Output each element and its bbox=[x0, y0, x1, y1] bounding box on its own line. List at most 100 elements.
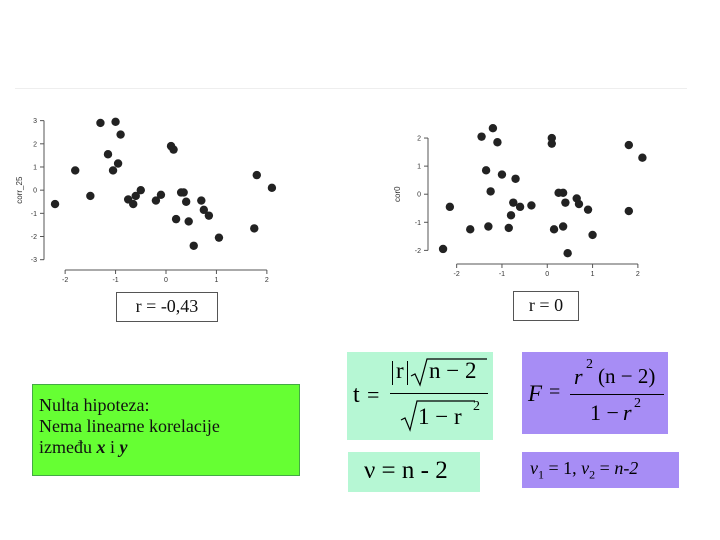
v1-sub: 1 bbox=[538, 467, 544, 482]
v-degrees-text: v1 = 1, v2 = n-2 bbox=[530, 458, 638, 483]
data-point bbox=[252, 170, 261, 180]
data-point bbox=[547, 139, 556, 148]
data-point bbox=[638, 153, 647, 162]
y-axis-label: cor0 bbox=[393, 186, 402, 202]
v1-eq: = 1, bbox=[544, 458, 582, 478]
y-tick-label: -1 bbox=[31, 211, 37, 218]
y-tick-label: -3 bbox=[31, 257, 37, 264]
y-tick-label: -1 bbox=[415, 220, 421, 227]
top-divider bbox=[15, 88, 687, 89]
data-point bbox=[549, 225, 559, 234]
sqrt-icon-bottom bbox=[400, 400, 475, 432]
hypothesis-line-3: između x i y bbox=[39, 437, 299, 458]
t-formula-box: t = r n − 2 1 − r 2 bbox=[347, 352, 493, 440]
y-tick-label: -2 bbox=[415, 248, 421, 255]
data-point bbox=[181, 197, 191, 206]
data-point bbox=[509, 198, 518, 207]
data-point bbox=[267, 183, 277, 193]
data-point bbox=[136, 185, 145, 195]
data-point bbox=[477, 132, 486, 141]
data-point bbox=[184, 217, 193, 226]
data-point bbox=[488, 124, 498, 133]
x-tick-label: 0 bbox=[545, 271, 549, 278]
hypothesis-line-1: Nulta hipoteza: bbox=[39, 395, 150, 415]
data-point bbox=[113, 159, 123, 168]
hypothesis-conj: i bbox=[109, 437, 115, 457]
data-point bbox=[438, 244, 448, 254]
data-point bbox=[445, 202, 455, 212]
scatter-plot-left-svg: 3 2 1 0 -1 -2 -3 -2 -1 0 1 2 corr_25 bbox=[15, 117, 277, 284]
f-den-sup: 2 bbox=[634, 396, 641, 411]
df-formula: ν = n - 2 bbox=[364, 457, 448, 484]
data-point bbox=[131, 191, 140, 201]
data-point bbox=[484, 222, 493, 231]
data-point bbox=[527, 201, 536, 210]
f-lhs: F bbox=[528, 381, 543, 406]
v2-sub: 2 bbox=[589, 467, 596, 482]
data-point bbox=[558, 188, 568, 198]
data-point bbox=[515, 202, 525, 212]
scatter-plot-right-svg: 2 1 0 -1 -2 -2 -1 0 1 2 cor0 bbox=[393, 124, 647, 278]
t-lhs: t bbox=[353, 382, 360, 408]
hypothesis-prefix: između bbox=[39, 437, 92, 457]
scatter-plot-right: 2 1 0 -1 -2 -2 -1 0 1 2 cor0 bbox=[388, 110, 668, 280]
t-num-r: r bbox=[396, 358, 404, 383]
data-point bbox=[250, 224, 259, 233]
abs-bar-right bbox=[407, 361, 408, 385]
data-point bbox=[214, 233, 224, 242]
v2: v bbox=[581, 458, 590, 478]
f-eq: = bbox=[549, 381, 561, 403]
y-tick-label: 1 bbox=[417, 164, 421, 171]
data-point bbox=[179, 188, 188, 197]
df-box: ν = n - 2 bbox=[348, 452, 480, 492]
x-tick-label: -1 bbox=[499, 271, 505, 278]
data-point bbox=[103, 150, 113, 159]
data-point bbox=[189, 241, 198, 250]
x-tick-label: -2 bbox=[62, 277, 68, 284]
data-point bbox=[111, 117, 120, 126]
data-point bbox=[624, 140, 634, 150]
t-den: 1 − r bbox=[418, 404, 462, 429]
abs-bar-left bbox=[392, 361, 393, 385]
f-num-r: r bbox=[574, 364, 583, 389]
r-label-right: r = 0 bbox=[513, 291, 579, 321]
data-point bbox=[486, 187, 495, 196]
data-point bbox=[558, 222, 568, 231]
var-y: y bbox=[119, 437, 128, 457]
var-x: x bbox=[96, 437, 106, 457]
t-num-n: n − 2 bbox=[429, 358, 477, 383]
r-label-left: r = -0,43 bbox=[116, 292, 218, 322]
y-tick-label: 0 bbox=[33, 188, 37, 195]
data-point bbox=[86, 191, 95, 201]
y-tick-label: -2 bbox=[31, 234, 37, 241]
data-point bbox=[116, 130, 125, 139]
x-tick-label: 2 bbox=[636, 271, 640, 278]
f-num-sup: 2 bbox=[586, 357, 593, 372]
data-point bbox=[151, 196, 161, 205]
data-point bbox=[624, 206, 634, 216]
f-den-r: r bbox=[623, 400, 632, 425]
y-tick-label: 1 bbox=[33, 164, 37, 171]
t-den-sup: 2 bbox=[473, 399, 480, 414]
data-point bbox=[466, 225, 475, 234]
v-degrees-box: v1 = 1, v2 = n-2 bbox=[522, 452, 679, 488]
f-formula-box: F = r 2 (n − 2) 1 − r 2 bbox=[522, 352, 668, 434]
data-point bbox=[71, 166, 80, 175]
x-tick-label: 1 bbox=[591, 271, 595, 278]
data-point bbox=[563, 248, 572, 258]
x-tick-label: -2 bbox=[454, 271, 460, 278]
data-point bbox=[497, 170, 507, 179]
data-point bbox=[197, 196, 206, 205]
y-axis-label: corr_25 bbox=[15, 176, 24, 204]
data-point bbox=[504, 223, 513, 233]
y-tick-label: 2 bbox=[417, 136, 421, 143]
scatter-plot-left: 3 2 1 0 -1 -2 -3 -2 -1 0 1 2 corr_25 bbox=[10, 104, 290, 284]
data-point bbox=[50, 199, 60, 209]
data-point bbox=[561, 198, 570, 207]
hypothesis-box: Nulta hipoteza: Nema linearne korelacije… bbox=[32, 384, 300, 476]
y-tick-label: 0 bbox=[417, 192, 421, 199]
data-point bbox=[506, 211, 516, 220]
data-point bbox=[108, 166, 118, 175]
x-tick-label: 2 bbox=[265, 277, 269, 284]
data-point bbox=[204, 211, 214, 220]
